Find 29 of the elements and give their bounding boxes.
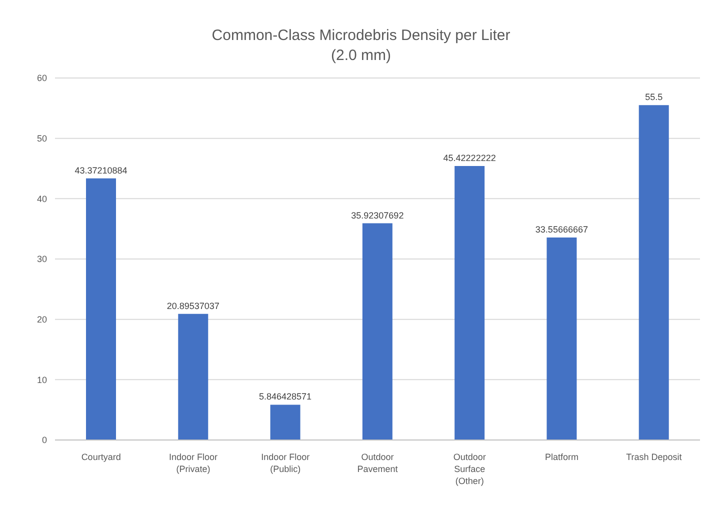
y-tick-label: 40 <box>36 194 47 204</box>
x-tick-label: Indoor Floor (Public) <box>261 452 310 474</box>
data-label: 45.42222222 <box>443 152 496 163</box>
data-label: 55.5 <box>645 92 663 102</box>
y-tick-label: 30 <box>36 254 47 264</box>
data-label: 33.55666667 <box>535 224 588 235</box>
x-tick-label: Outdoor Surface (Other) <box>453 452 486 486</box>
bar <box>362 223 392 440</box>
y-tick-label: 60 <box>36 73 47 84</box>
bar <box>270 404 300 440</box>
data-label: 35.92307692 <box>351 210 404 220</box>
bar <box>638 105 669 440</box>
data-label: 5.846428571 <box>259 392 312 402</box>
y-tick-label: 50 <box>36 134 47 144</box>
bar <box>546 238 577 440</box>
y-tick-label: 10 <box>36 374 47 385</box>
x-tick-label: Indoor Floor (Private) <box>168 452 218 474</box>
y-tick-label: 0 <box>42 435 47 446</box>
x-tick-label: Outdoor Pavement <box>357 452 398 474</box>
chart-title: Common-Class Microdebris Density per Liter (2.0 mm) <box>210 26 512 66</box>
y-tick-label: 20 <box>36 314 47 325</box>
x-tick-label: Platform <box>545 452 579 462</box>
bar <box>86 178 116 440</box>
x-tick-label: Trash Deposit <box>626 452 682 462</box>
data-label: 20.89537037 <box>166 300 220 311</box>
x-tick-label: Courtyard <box>81 452 121 462</box>
bar <box>178 314 208 440</box>
data-label: 43.37210884 <box>74 165 128 176</box>
bar <box>454 166 485 440</box>
